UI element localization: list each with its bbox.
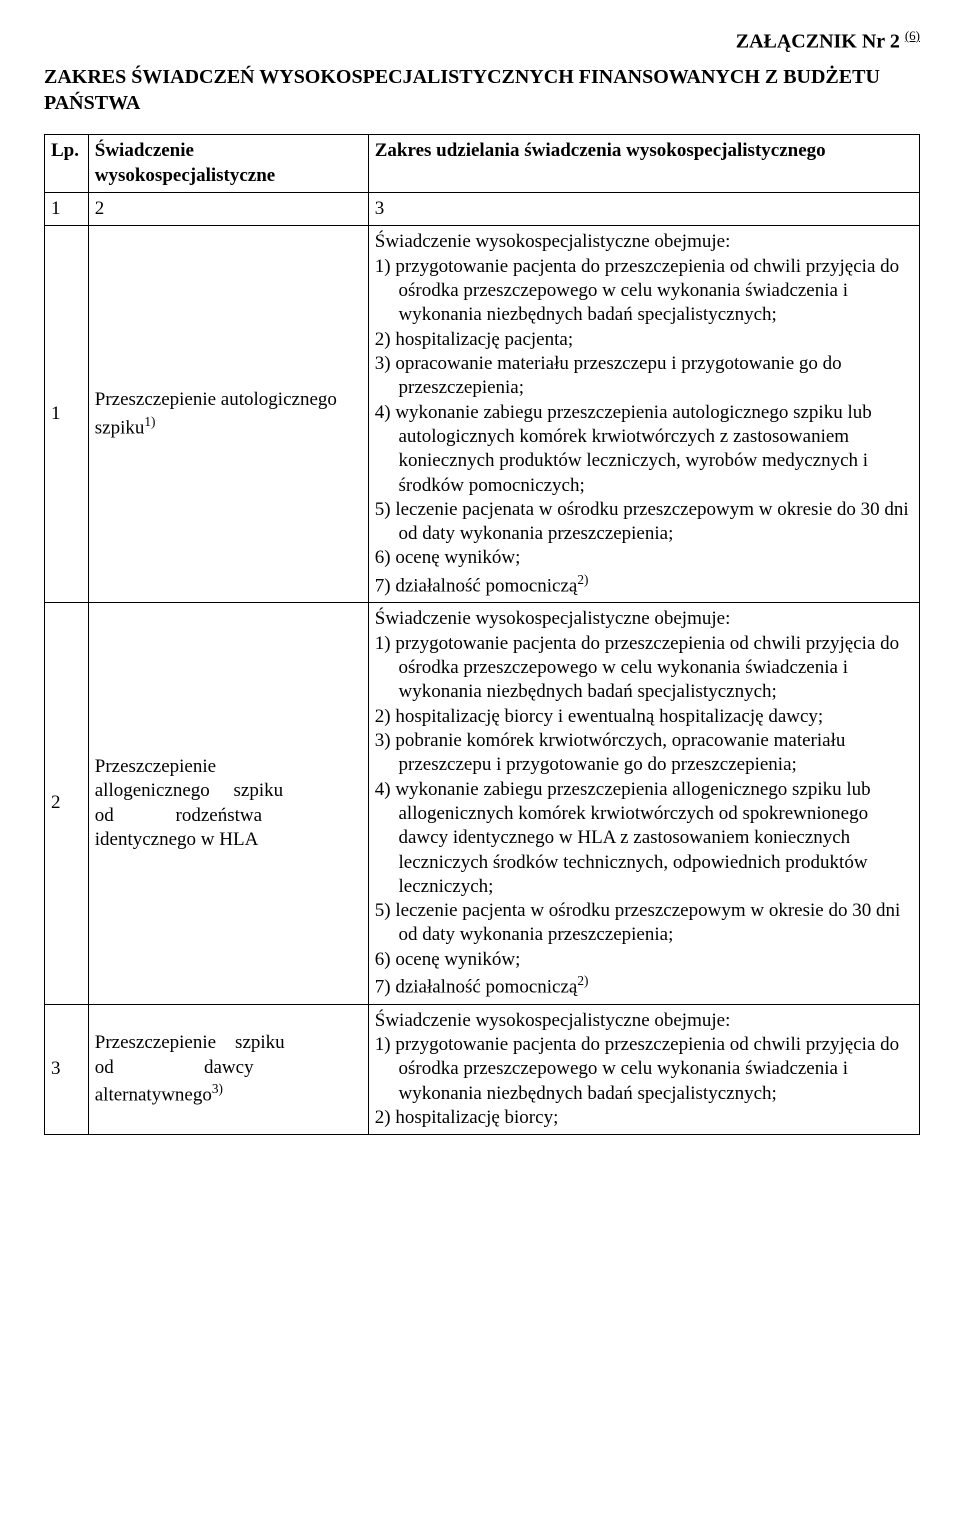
benefit-name-text: Przeszczepienie allogenicznego szpiku od… — [95, 756, 283, 850]
scope-heading: Świadczenie wysokospecjalistyczne obejmu… — [375, 608, 731, 629]
benefit-name: Przeszczepienie szpiku od dawcy alternat… — [88, 1004, 368, 1135]
scope-item-last-footnote: 2) — [577, 973, 588, 988]
table-row: 2 Przeszczepienie allogenicznego szpiku … — [45, 603, 920, 1004]
attachment-label: ZAŁĄCZNIK Nr 2 (6) — [44, 28, 920, 55]
attachment-text: ZAŁĄCZNIK Nr 2 — [736, 31, 900, 53]
scope-item-last-footnote: 2) — [577, 572, 588, 587]
scope-heading: Świadczenie wysokospecjalistyczne obejmu… — [375, 231, 731, 252]
benefit-scope: Świadczenie wysokospecjalistyczne obejmu… — [368, 226, 919, 603]
scope-item: 2) hospitalizację biorcy i ewentualną ho… — [375, 705, 913, 729]
scope-item: 6) ocenę wyników; — [375, 948, 913, 972]
scope-item-last: 7) działalność pomocniczą2) — [375, 571, 913, 599]
row-number: 1 — [45, 226, 89, 603]
scope-item: 5) leczenie pacjenata w ośrodku przeszcz… — [375, 498, 913, 547]
col-header-lp: Lp. — [45, 135, 89, 193]
table-header-row: Lp. Świadczenie wysokospecjalistyczne Za… — [45, 135, 920, 193]
table-row: 3 Przeszczepienie szpiku od dawcy altern… — [45, 1004, 920, 1135]
col-header-scope: Zakres udzielania świadczenia wysokospec… — [368, 135, 919, 193]
scope-item: 4) wykonanie zabiegu przeszczepienia all… — [375, 778, 913, 900]
benefit-name-footnote: 1) — [144, 414, 155, 429]
scope-item: 3) pobranie komórek krwiotwórczych, opra… — [375, 729, 913, 778]
col-header-benefit: Świadczenie wysokospecjalistyczne — [88, 135, 368, 193]
page-title: ZAKRES ŚWIADCZEŃ WYSOKOSPECJALISTYCZNYCH… — [44, 65, 920, 116]
table-row: 1 Przeszczepienie autologicznego szpiku1… — [45, 226, 920, 603]
benefit-name-text: Przeszczepienie autologicznego szpiku — [95, 389, 337, 438]
scope-item: 5) leczenie pacjenta w ośrodku przeszcze… — [375, 899, 913, 948]
benefit-name: Przeszczepienie autologicznego szpiku1) — [88, 226, 368, 603]
scope-item: 1) przygotowanie pacjenta do przeszczepi… — [375, 632, 913, 705]
row-number: 2 — [45, 603, 89, 1004]
scope-item: 1) przygotowanie pacjenta do przeszczepi… — [375, 1033, 913, 1106]
scope-item-last-text: 7) działalność pomocniczą — [375, 976, 578, 997]
numrow-3: 3 — [368, 193, 919, 226]
scope-item: 2) hospitalizację biorcy; — [375, 1106, 913, 1130]
numrow-2: 2 — [88, 193, 368, 226]
attachment-footnote: (6) — [905, 28, 920, 43]
scope-item: 2) hospitalizację pacjenta; — [375, 328, 913, 352]
scope-item: 3) opracowanie materiału przeszczepu i p… — [375, 352, 913, 401]
scope-heading: Świadczenie wysokospecjalistyczne obejmu… — [375, 1010, 731, 1031]
scope-item: 6) ocenę wyników; — [375, 546, 913, 570]
benefit-name-text: Przeszczepienie szpiku od dawcy alternat… — [95, 1032, 285, 1105]
benefit-name: Przeszczepienie allogenicznego szpiku od… — [88, 603, 368, 1004]
benefit-scope: Świadczenie wysokospecjalistyczne obejmu… — [368, 603, 919, 1004]
scope-item-last: 7) działalność pomocniczą2) — [375, 972, 913, 1000]
scope-item-last-text: 7) działalność pomocniczą — [375, 575, 578, 596]
benefits-table: Lp. Świadczenie wysokospecjalistyczne Za… — [44, 134, 920, 1135]
scope-item: 1) przygotowanie pacjenta do przeszczepi… — [375, 255, 913, 328]
scope-item: 4) wykonanie zabiegu przeszczepienia aut… — [375, 401, 913, 498]
table-numbering-row: 1 2 3 — [45, 193, 920, 226]
numrow-1: 1 — [45, 193, 89, 226]
benefit-name-footnote: 3) — [212, 1081, 223, 1096]
row-number: 3 — [45, 1004, 89, 1135]
benefit-scope: Świadczenie wysokospecjalistyczne obejmu… — [368, 1004, 919, 1135]
